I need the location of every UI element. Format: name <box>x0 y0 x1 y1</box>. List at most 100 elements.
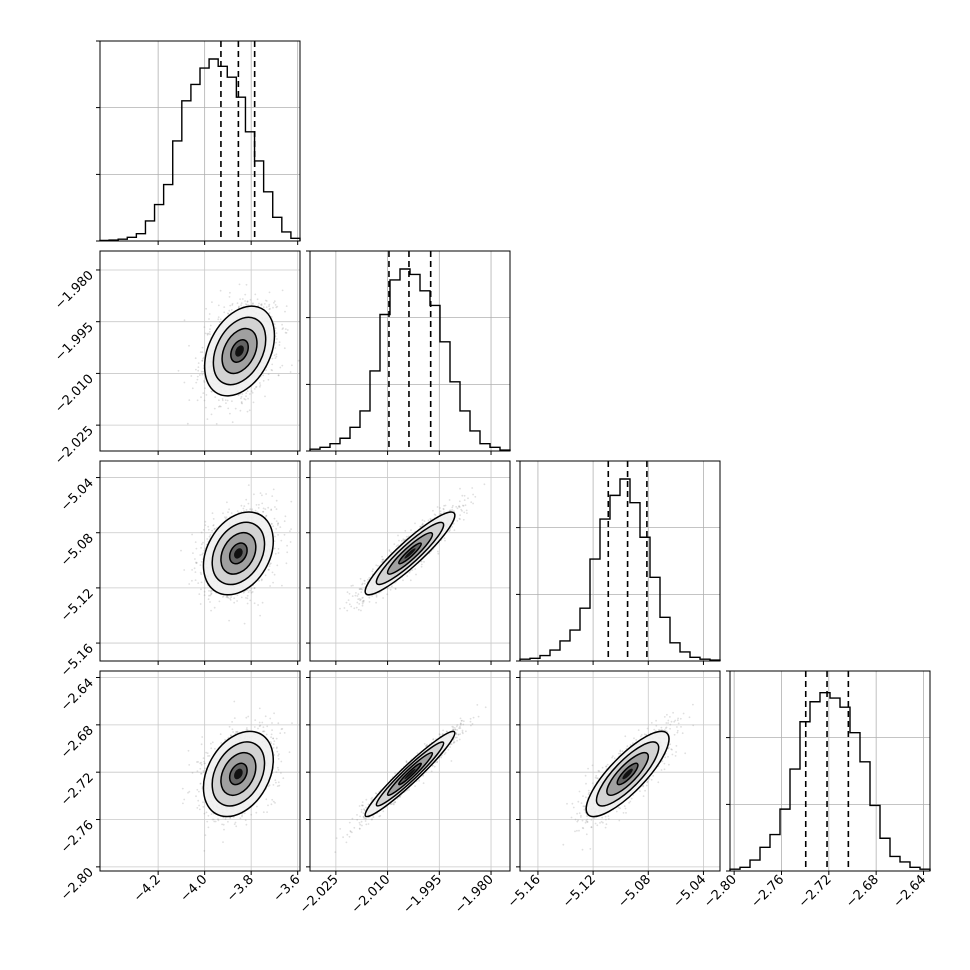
sample-point <box>196 399 199 402</box>
sample-point <box>217 304 220 307</box>
sample-point <box>362 596 364 599</box>
sample-point <box>276 338 278 340</box>
sample-point <box>285 562 288 565</box>
sample-point <box>250 390 253 392</box>
sample-point <box>260 304 263 307</box>
sample-point <box>343 607 346 609</box>
sample-point <box>371 594 374 597</box>
sample-point <box>196 378 199 381</box>
sample-point <box>471 487 474 489</box>
sample-point <box>221 397 224 400</box>
pair-panel <box>96 250 303 455</box>
histogram-step <box>729 691 931 871</box>
sample-point <box>290 500 293 503</box>
sample-point <box>463 494 466 497</box>
sample-point <box>231 304 234 306</box>
sample-point <box>289 530 291 532</box>
histogram-step <box>309 268 511 451</box>
sample-point <box>269 307 271 310</box>
sample-point <box>231 302 234 305</box>
histogram-step <box>519 478 721 661</box>
sample-point <box>261 502 264 505</box>
sample-point <box>230 309 233 311</box>
sample-point <box>227 407 230 410</box>
sample-point <box>194 571 197 573</box>
sample-point <box>360 588 362 590</box>
sample-point <box>222 595 225 597</box>
sample-point <box>218 405 220 408</box>
sample-point <box>217 318 220 321</box>
sample-point <box>243 622 246 625</box>
sample-point <box>427 519 430 522</box>
sample-point <box>205 307 208 310</box>
panel-inner <box>310 461 510 661</box>
sample-point <box>386 587 389 590</box>
sample-point <box>246 594 249 597</box>
corner-panels: −4.2 −4.0 −3.8 −3.6−2.025 −2.010 −1.995 −1.980… <box>52 40 931 917</box>
sample-point <box>212 524 215 527</box>
sample-point <box>228 508 231 511</box>
sample-point <box>346 591 349 594</box>
sample-point <box>273 301 275 304</box>
histogram-step <box>99 58 301 242</box>
sample-point <box>207 528 210 531</box>
sample-point <box>248 409 251 412</box>
sample-point <box>361 583 363 586</box>
sample-point <box>205 394 208 396</box>
sample-point <box>375 564 378 567</box>
sample-point <box>415 573 417 576</box>
sample-point <box>289 541 292 543</box>
sample-point <box>273 540 276 542</box>
sample-point <box>297 359 300 362</box>
sample-point <box>244 293 247 296</box>
sample-point <box>199 571 202 574</box>
sample-point <box>202 370 205 373</box>
sample-point <box>226 501 228 504</box>
sample-point <box>355 592 357 594</box>
sample-point <box>199 603 202 605</box>
sample-point <box>252 302 254 305</box>
sample-point <box>381 555 383 558</box>
sample-point <box>219 289 222 292</box>
sample-point <box>212 524 215 526</box>
sample-point <box>348 603 351 606</box>
sample-point <box>276 524 279 526</box>
sample-point <box>202 392 205 394</box>
sample-point <box>233 597 236 600</box>
sample-point <box>420 560 423 563</box>
sample-point <box>453 510 455 512</box>
sample-point <box>198 374 201 376</box>
sample-point <box>267 378 270 381</box>
sample-point <box>267 569 270 571</box>
sample-point <box>301 351 303 353</box>
sample-point <box>361 597 364 599</box>
sample-point <box>229 291 231 294</box>
sample-point <box>245 498 248 501</box>
sample-point <box>183 569 186 571</box>
sample-point <box>238 305 240 308</box>
sample-point <box>367 578 369 581</box>
sample-point <box>227 312 229 315</box>
sample-point <box>212 518 215 520</box>
sample-point <box>196 375 199 378</box>
sample-point <box>283 520 286 523</box>
sample-point <box>356 601 359 604</box>
sample-point <box>236 600 239 602</box>
sample-point <box>359 598 362 601</box>
sample-point <box>208 318 210 320</box>
sample-point <box>259 385 261 388</box>
sample-point <box>463 511 466 514</box>
sample-point <box>459 514 461 516</box>
sample-point <box>451 526 454 528</box>
sample-point <box>209 594 212 597</box>
sample-point <box>238 306 240 309</box>
sample-point <box>401 540 403 542</box>
sample-point <box>253 587 256 589</box>
sample-point <box>253 602 256 605</box>
sample-point <box>444 504 447 507</box>
sample-point <box>207 598 210 601</box>
sample-point <box>226 596 229 599</box>
pair-panel <box>96 460 301 665</box>
sample-point <box>421 519 424 521</box>
sample-point <box>375 594 378 597</box>
